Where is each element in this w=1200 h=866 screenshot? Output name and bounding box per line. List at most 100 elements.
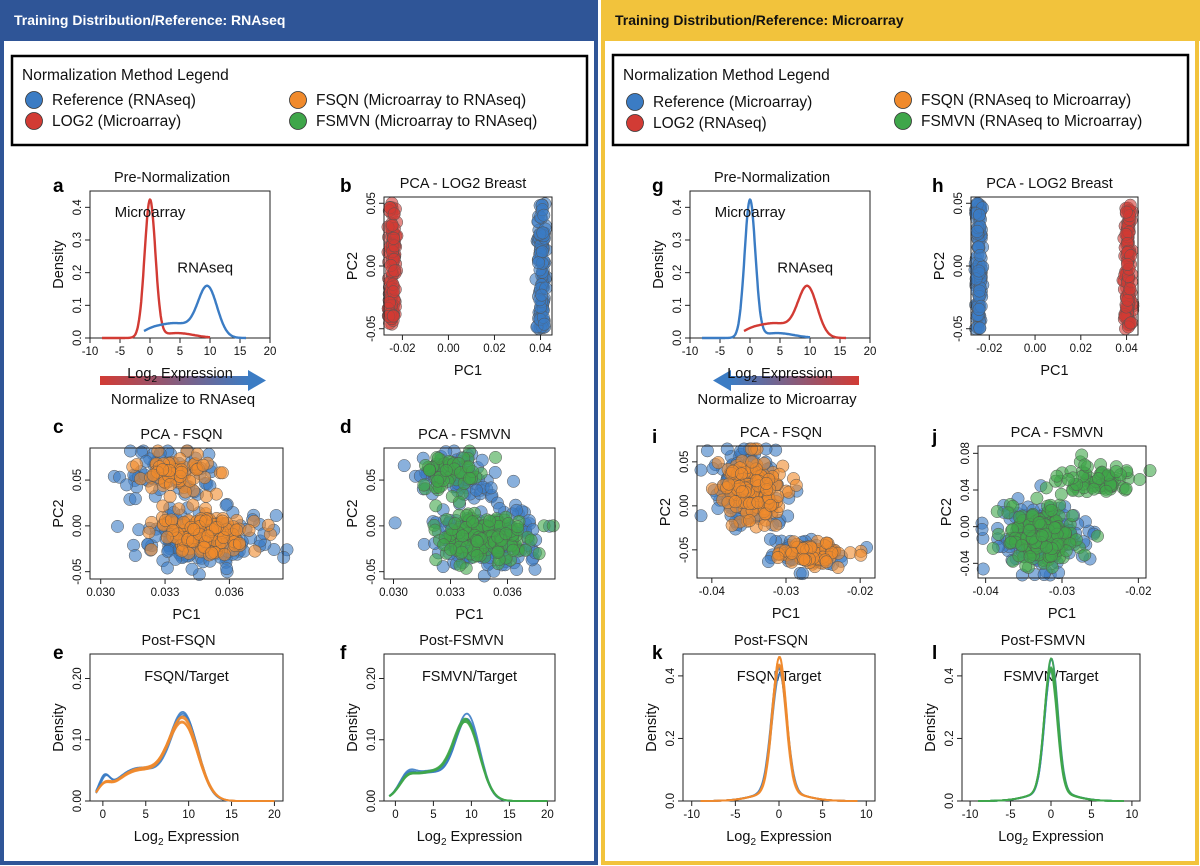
scatter-point <box>439 464 453 478</box>
chart-title: Post-FSQN <box>141 633 215 649</box>
y-axis-label: Density <box>51 240 67 289</box>
x-tick-label: 0.00 <box>1024 343 1046 355</box>
scatter-point <box>123 444 137 458</box>
scatter-point <box>764 498 778 512</box>
x-axis-label: Log2 Expression <box>998 829 1104 848</box>
y-tick-label: 0.1 <box>72 297 84 313</box>
x-tick-label: 0.00 <box>437 343 459 355</box>
scatter-point <box>462 460 476 474</box>
scatter-point <box>130 458 144 472</box>
scatter-point <box>975 522 989 536</box>
scatter-point <box>144 543 158 557</box>
scatter-point <box>705 482 719 496</box>
plot-frame <box>89 447 284 580</box>
scatter-point <box>973 248 987 262</box>
x-tick-label: 0.036 <box>493 587 522 599</box>
scatter-point <box>1054 487 1068 501</box>
y-tick-label: 0.2 <box>672 265 684 281</box>
legend-dot-fsmvn <box>289 112 307 130</box>
right-legend-item-reference: Reference (Microarray) <box>653 94 812 111</box>
x-axis-label: PC1 <box>1040 363 1068 379</box>
scatter-point <box>230 523 244 537</box>
scatter-point <box>1048 521 1062 535</box>
x-tick-label: 0.02 <box>1070 343 1092 355</box>
x-axis-label: Log2 Expression <box>726 829 832 848</box>
left-legend-item-fsqn: FSQN (Microarray to RNAseq) <box>316 92 526 109</box>
scatter-point <box>397 459 411 473</box>
scatter-point <box>1109 465 1123 479</box>
scatter-point <box>789 478 803 492</box>
scatter-point <box>444 543 458 556</box>
annotation-microarray: Microarray <box>115 204 186 221</box>
legend-dot-fsqn <box>289 91 307 109</box>
scatter-point <box>819 555 833 569</box>
density-line-target <box>978 669 1124 802</box>
x-tick-label: 20 <box>541 809 554 821</box>
scatter-point <box>499 527 513 541</box>
chart-panel-b: PCA - LOG2 Breast -0.02 0.00 0.02 0.04 -0.05 0… <box>340 176 553 379</box>
scatter-point <box>1123 282 1137 296</box>
x-axis-label: Log2 Expression <box>417 829 523 848</box>
plot-frame <box>383 196 553 336</box>
panel-letter-a: a <box>53 176 64 197</box>
scatter-point <box>387 207 401 221</box>
y-tick-label: 0.2 <box>665 730 677 746</box>
scatter-point <box>1099 484 1113 498</box>
scatter-point <box>972 284 986 298</box>
scatter-point <box>173 452 187 466</box>
chart-title: Pre-Normalization <box>114 170 230 186</box>
legend-dot-log2 <box>25 112 43 130</box>
chart-title: Post-FSMVN <box>1001 633 1086 649</box>
scatter-point <box>422 463 436 477</box>
scatter-point <box>535 245 549 259</box>
scatter-point <box>744 442 758 456</box>
scatter-point <box>1045 560 1059 574</box>
chart-panel-g: -10 -5 0 5 10 15 20 0.0 0.1 0.2 0.3 0.4 Log2 Express… <box>651 170 876 385</box>
plot-frame <box>383 447 556 580</box>
x-tick-label: -0.03 <box>773 586 799 598</box>
density-line-fsmvn <box>978 667 1124 802</box>
y-axis-label: Density <box>923 703 939 752</box>
scatter-point <box>428 523 442 537</box>
scatter-point <box>785 546 799 560</box>
scatter-point <box>1061 473 1075 486</box>
density-line-target <box>95 712 275 802</box>
x-axis-label: PC1 <box>455 607 483 623</box>
y-tick-label: 0.0 <box>72 330 84 346</box>
scatter-point <box>1050 469 1064 483</box>
density-line-fsmvn <box>388 720 548 802</box>
chart-panel-l: -10 -5 0 5 10 0.0 0.2 0.4 Log2 Expression Density… <box>923 633 1141 848</box>
y-tick-label: 0.08 <box>960 442 972 464</box>
scatter-point <box>787 535 801 549</box>
scatter-point <box>511 520 525 534</box>
scatter-point <box>743 514 757 528</box>
scatter-point <box>1032 516 1046 530</box>
scatter-point <box>820 536 834 550</box>
scatter-point <box>417 478 431 492</box>
scatter-point <box>1119 482 1133 496</box>
x-tick-label: 0.033 <box>436 587 465 599</box>
scatter-point <box>216 514 230 528</box>
y-tick-label: 0.05 <box>366 469 378 491</box>
scatter-point <box>972 302 986 316</box>
scatter-point <box>831 561 845 574</box>
scatter-point <box>215 466 229 480</box>
chart-title: PCA - LOG2 Breast <box>400 176 527 192</box>
scatter-point <box>175 544 189 558</box>
density-line-fsqn <box>700 656 858 802</box>
scatter-point <box>1039 481 1053 495</box>
y-tick-label: -0.04 <box>960 550 972 577</box>
scatter-point <box>429 553 443 567</box>
y-tick-label: -0.05 <box>72 559 84 585</box>
left-arrow-label: Normalize to RNAseq <box>111 391 255 408</box>
scatter-points <box>694 442 874 581</box>
plot-frame <box>89 653 284 802</box>
scatter-point <box>854 548 868 562</box>
scatter-point <box>201 529 215 543</box>
left-legend-title: Normalization Method Legend <box>22 67 229 84</box>
chart-panel-c: PCA - FSQN 0.030 0.033 0.036 -0.05 0.00 0.05 PC… <box>51 417 294 623</box>
annotation-rnaseq: RNAseq <box>177 260 233 277</box>
right-legend-item-fsqn: FSQN (RNAseq to Microarray) <box>921 92 1131 109</box>
scatter-point <box>452 495 466 509</box>
right-arrow-label: Normalize to Microarray <box>697 391 857 408</box>
